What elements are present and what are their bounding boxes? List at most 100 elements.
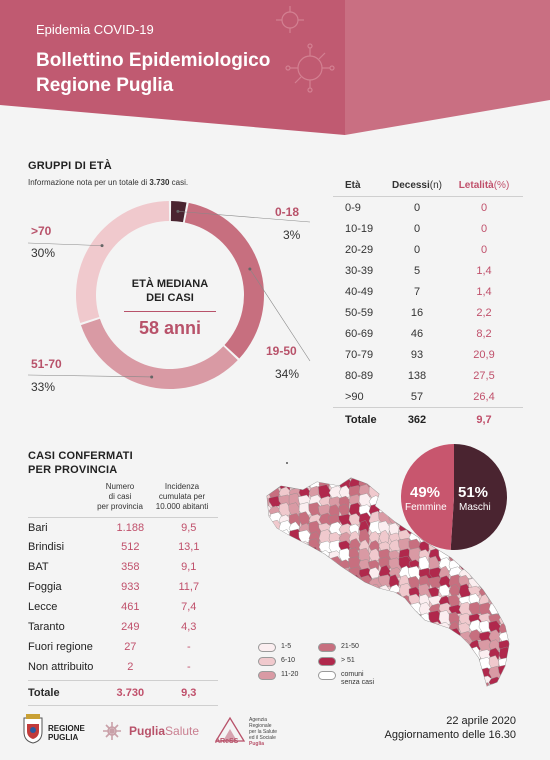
leader-line->70 — [27, 242, 103, 246]
municipality-area — [458, 556, 472, 570]
cell-letalita: 0 — [480, 222, 488, 235]
municipality-area — [418, 648, 430, 663]
municipality-area — [308, 601, 322, 617]
municipality-area — [458, 675, 470, 686]
legend-swatch — [318, 643, 336, 652]
cell-casi: 27 — [124, 641, 137, 653]
municipality-area — [418, 674, 430, 686]
municipality-area — [348, 593, 362, 610]
cell-casi: 249 — [121, 621, 140, 633]
municipality-area — [308, 558, 325, 572]
municipality-area — [448, 637, 463, 653]
cell-casi: 933 — [121, 581, 140, 593]
municipality-area — [408, 673, 424, 686]
municipality-area — [418, 682, 433, 686]
municipality-area — [318, 620, 332, 635]
legend-swatch — [258, 643, 276, 652]
municipality-area — [508, 478, 509, 489]
municipality-area — [448, 667, 463, 678]
municipality-area — [378, 478, 392, 482]
table-header: Età Decessi(n) Letalità(%) — [333, 175, 523, 197]
median-label-1: ETÀ MEDIANA — [131, 278, 209, 290]
municipality-area — [268, 603, 283, 617]
municipality-area — [468, 667, 482, 681]
cell-incidenza: 7,4 — [181, 601, 197, 613]
cell-decessi: 138 — [407, 369, 427, 382]
age-donut-chart — [27, 201, 311, 389]
deaths-by-age-table: Età Decessi(n) Letalità(%) 0-9 0 0 10-19 0 0 2… — [333, 175, 523, 431]
municipality-area — [298, 628, 314, 644]
province-row: Fuori regione 27 - — [28, 637, 218, 657]
hdr2-l1: Numero — [105, 482, 135, 491]
cell-letalita: 20,9 — [473, 348, 495, 361]
municipality-area — [368, 610, 384, 626]
legend-item-over-51: > 51 — [318, 657, 355, 666]
municipality-area — [488, 568, 500, 582]
regione-puglia-crest-icon — [23, 714, 43, 744]
aress-line: per la Salute — [249, 729, 278, 735]
municipality-area — [448, 676, 461, 686]
municipality-area — [308, 620, 322, 636]
cell-decessi: 57 — [410, 390, 424, 403]
municipality-area — [488, 620, 501, 635]
cell-incidenza: 9,1 — [181, 561, 197, 573]
municipality-area — [348, 609, 360, 627]
municipality-area — [508, 612, 509, 625]
legend-label: comuni senza casi — [341, 671, 374, 687]
cell-name: Lecce — [28, 601, 58, 613]
municipality-area — [408, 654, 420, 672]
page-title-line1: Bollettino Epidemiologico — [36, 50, 271, 71]
municipality-area — [368, 478, 382, 482]
leader-line-51-70 — [27, 374, 152, 378]
municipality-area — [348, 585, 360, 598]
total-label: Totale — [345, 413, 377, 426]
municipality-area — [487, 682, 505, 686]
municipality-area — [328, 565, 342, 580]
municipality-area — [458, 657, 471, 669]
donut-center: ETÀ MEDIANA DEI CASI 58 anni — [114, 277, 226, 339]
municipality-area — [438, 637, 454, 654]
municipality-area — [458, 612, 472, 626]
municipality-area — [388, 485, 400, 500]
legend-label: 11-20 — [281, 671, 299, 678]
female-slice — [401, 444, 454, 550]
female-label: Femmine — [405, 502, 447, 513]
municipality-area — [478, 558, 494, 573]
cell-eta: 30-39 — [345, 264, 374, 277]
male-pct: 51% — [458, 484, 489, 501]
municipality-area — [508, 584, 509, 600]
municipality-area — [288, 610, 304, 624]
municipality-area — [288, 574, 304, 588]
median-divider — [124, 311, 216, 312]
municipality-area — [268, 568, 284, 579]
cell-incidenza: 11,7 — [178, 581, 200, 593]
logo2-part-b: Salute — [165, 724, 200, 738]
prov-total-casi: 3.730 — [116, 687, 145, 699]
cell-casi: 2 — [127, 661, 134, 673]
municipality-area — [378, 556, 392, 570]
municipality-area — [288, 565, 304, 581]
municipality-area — [268, 577, 282, 590]
municipality-area — [288, 502, 301, 517]
municipality-area — [338, 531, 352, 545]
aress-logo-name: AReSS — [215, 738, 239, 745]
gender-pie — [401, 444, 508, 550]
municipality-area — [398, 621, 414, 635]
municipality-area — [378, 621, 393, 635]
male-label: Maschi — [459, 502, 491, 513]
municipality-area — [418, 638, 433, 653]
donut-slice->70 — [76, 201, 170, 323]
municipality-area — [448, 583, 460, 597]
municipality-area — [358, 611, 373, 624]
municipality-area — [328, 601, 342, 616]
municipality-area — [268, 594, 281, 606]
municipality-area — [507, 675, 509, 686]
municipality-area — [328, 478, 341, 480]
cell-casi: 1.188 — [116, 521, 145, 534]
municipality-area — [368, 620, 383, 633]
cell-letalita: 1,4 — [476, 264, 492, 277]
municipality-area — [408, 682, 424, 686]
male-slice — [450, 444, 508, 550]
municipality-area — [318, 610, 332, 626]
legend-item-1-5: 1-5 — [258, 643, 291, 652]
